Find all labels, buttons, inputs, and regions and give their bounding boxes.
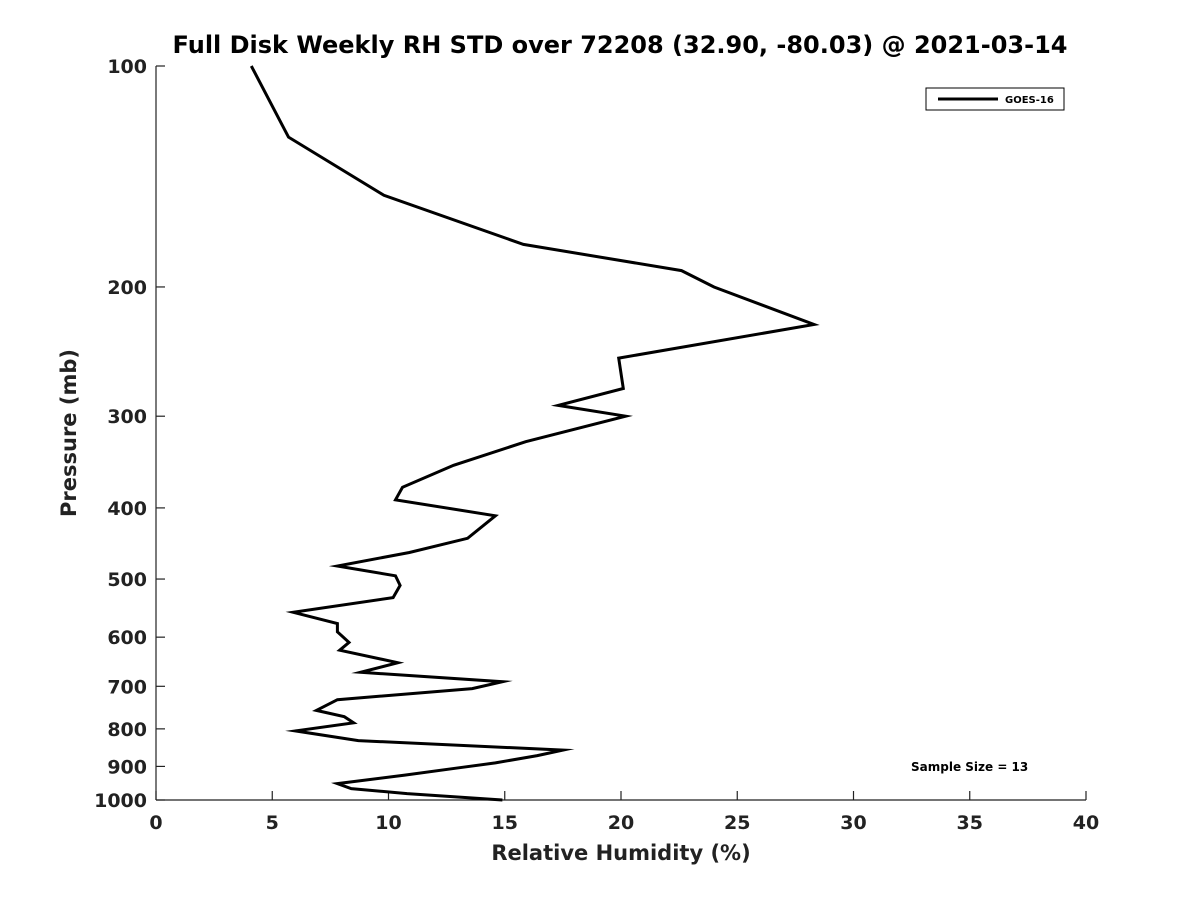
legend-entry: GOES-16 — [1005, 95, 1054, 106]
series-line-goes-16 — [249, 65, 820, 802]
legend: GOES-16 — [925, 87, 1065, 111]
y-tick-label: 900 — [107, 756, 147, 778]
x-tick-label: 0 — [149, 812, 162, 834]
y-tick-label: 300 — [107, 406, 147, 428]
x-ticks: 0 5 10 15 20 25 30 35 40 — [149, 791, 1099, 834]
y-tick-label: 800 — [107, 719, 147, 741]
chart-title: Full Disk Weekly RH STD over 72208 (32.9… — [173, 31, 1068, 59]
sample-size-annotation: Sample Size = 13 — [911, 760, 1028, 774]
x-tick-label: 5 — [266, 812, 279, 834]
y-axis-label: Pressure (mb) — [57, 349, 81, 517]
x-tick-label: 25 — [724, 812, 750, 834]
y-tick-label: 600 — [107, 627, 147, 649]
y-tick-label: 400 — [107, 498, 147, 520]
x-tick-label: 20 — [608, 812, 634, 834]
y-tick-label: 500 — [107, 569, 147, 591]
x-tick-label: 10 — [375, 812, 401, 834]
x-tick-label: 35 — [957, 812, 983, 834]
y-tick-label: 1000 — [94, 790, 147, 812]
x-tick-label: 15 — [492, 812, 518, 834]
y-tick-label: 100 — [107, 56, 147, 78]
series-layer — [249, 65, 820, 802]
y-tick-label: 700 — [107, 676, 147, 698]
x-tick-label: 30 — [840, 812, 866, 834]
x-tick-label: 40 — [1073, 812, 1099, 834]
y-ticks: 100 200 300 400 500 600 700 800 900 1000 — [94, 56, 165, 812]
x-axis-label: Relative Humidity (%) — [491, 841, 750, 865]
y-tick-label: 200 — [107, 277, 147, 299]
